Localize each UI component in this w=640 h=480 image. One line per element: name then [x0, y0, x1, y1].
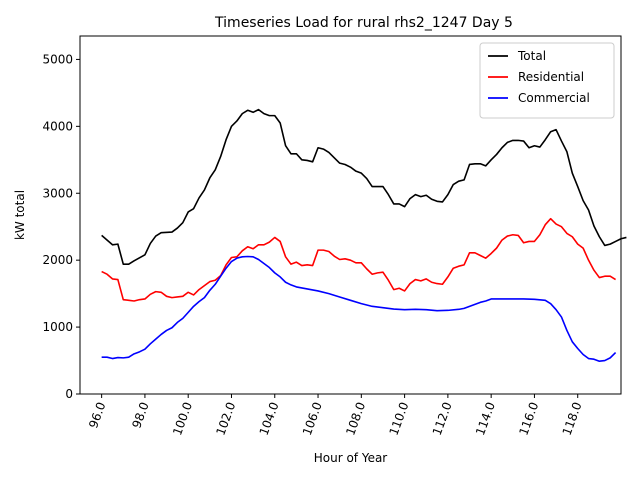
series-line-total [101, 108, 627, 265]
series-layer [101, 108, 627, 363]
plot-frame [79, 35, 622, 395]
series-line-residential [101, 217, 617, 302]
y-tick-label: 0 [65, 387, 73, 401]
y-axis: 0 1000 2000 3000 4000 5000 [42, 52, 80, 401]
y-axis-label: kW total [13, 190, 27, 240]
y-tick-label: 4000 [42, 119, 73, 133]
series-line-commercial [101, 255, 617, 363]
plot-area [79, 35, 627, 395]
x-axis-label: Hour of Year [314, 451, 388, 465]
legend-box [479, 42, 615, 119]
legend: Total Residential Commercial [479, 42, 615, 119]
legend-label-commercial: Commercial [518, 91, 590, 105]
chart-title: Timeseries Load for rural rhs2_1247 Day … [214, 15, 513, 31]
legend-label-total: Total [517, 49, 546, 63]
y-tick-label: 1000 [42, 320, 73, 334]
y-tick-label: 5000 [42, 52, 73, 66]
legend-label-residential: Residential [518, 70, 584, 84]
y-tick-label: 2000 [42, 253, 73, 267]
y-tick-label: 3000 [42, 186, 73, 200]
